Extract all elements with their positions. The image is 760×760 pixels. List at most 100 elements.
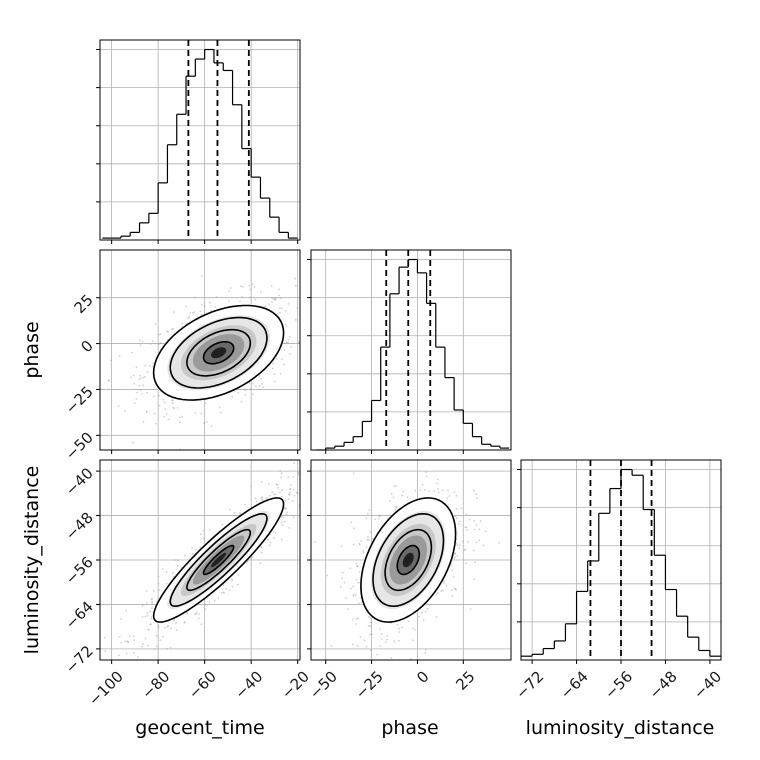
panel-phase-vs-luminosity-distance-point-508: [436, 478, 439, 481]
panel-geocent-time-vs-luminosity-distance-point-257: [277, 486, 280, 489]
hist-luminosity-distance-xtick-label-2: −56: [601, 668, 636, 703]
panel-geocent-time-vs-luminosity-distance-point-598: [186, 613, 189, 615]
panel-phase-vs-luminosity-distance-point-547: [393, 640, 396, 643]
panel-geocent-time-vs-phase-point-289: [181, 415, 184, 418]
panel-phase-vs-luminosity-distance-point-613: [397, 627, 400, 630]
panel-phase-vs-luminosity-distance-point-186: [423, 489, 426, 491]
panel-phase-vs-luminosity-distance-point-416: [352, 618, 354, 621]
hist-phase-bg: [311, 250, 511, 450]
panel-geocent-time-vs-luminosity-distance-point-131: [152, 589, 155, 592]
panel-geocent-time-vs-phase-point-186: [283, 363, 285, 366]
panel-geocent-time-vs-luminosity-distance-point-195: [208, 601, 211, 604]
panel-phase-vs-luminosity-distance-point-474: [419, 489, 422, 492]
panel-geocent-time-vs-phase-point-14: [264, 305, 267, 308]
panel-geocent-time-vs-phase-point-561: [240, 400, 243, 403]
panel-geocent-time-vs-phase-point-244: [108, 379, 111, 382]
panel-phase-vs-luminosity-distance-point-850: [428, 490, 431, 493]
panel-geocent-time-vs-luminosity-distance-point-381: [279, 469, 282, 472]
panel-phase-vs-luminosity-distance-point-552: [473, 578, 476, 581]
panel-geocent-time-vs-phase-point-413: [271, 296, 273, 299]
panel-phase-vs-luminosity-distance-point-450: [345, 597, 347, 600]
panel-phase-vs-luminosity-distance-point-745: [465, 513, 468, 516]
hist-luminosity-distance-xtick-label-0: −72: [512, 668, 547, 703]
panel-geocent-time-vs-phase-point-455: [158, 394, 160, 397]
panel-phase-vs-luminosity-distance-point-394: [454, 588, 457, 591]
panel-geocent-time-vs-luminosity-distance-point-659: [146, 628, 149, 631]
panel-geocent-time-vs-phase-point-528: [130, 376, 132, 379]
panel-phase-vs-luminosity-distance-point-154: [356, 645, 359, 648]
panel-geocent-time-vs-phase-ytick-label-2: 0: [77, 337, 96, 356]
panel-geocent-time-vs-phase-point-598: [138, 384, 141, 387]
panel-geocent-time-vs-luminosity-distance-point-356: [272, 493, 275, 496]
panel-phase-vs-luminosity-distance-point-324: [411, 639, 414, 642]
panel-geocent-time-vs-phase-point-820: [248, 382, 251, 384]
panel-geocent-time-vs-phase-point-43: [279, 297, 282, 300]
panel-geocent-time-vs-phase-point-185: [303, 336, 305, 338]
panel-geocent-time-vs-phase-point-520: [260, 377, 262, 380]
panel-geocent-time-vs-luminosity-distance-point-525: [157, 582, 160, 585]
x-axis-label-phase: phase: [381, 717, 438, 739]
panel-geocent-time-vs-luminosity-distance-point-425: [285, 511, 288, 514]
panel-phase-vs-luminosity-distance-point-619: [355, 562, 358, 565]
panel-geocent-time-vs-phase-point-111: [159, 342, 162, 345]
panel-geocent-time-vs-luminosity-distance-point-331: [172, 620, 175, 622]
panel-geocent-time-vs-luminosity-distance-point-716: [126, 640, 129, 643]
panel-phase-vs-luminosity-distance-point-767: [367, 624, 370, 627]
panel-phase-vs-luminosity-distance-contour-2: [384, 528, 433, 592]
panel-phase-vs-luminosity-distance-point-882: [381, 638, 383, 640]
panel-geocent-time-vs-luminosity-distance-point-226: [151, 597, 154, 600]
panel-geocent-time-vs-phase-point-263: [159, 333, 162, 335]
panel-geocent-time-vs-luminosity-distance-point-739: [141, 645, 144, 648]
panel-phase-vs-luminosity-distance-point-205: [358, 543, 361, 546]
panel-phase-vs-luminosity-distance-point-784: [475, 523, 478, 526]
panel-geocent-time-vs-phase-ytick-label-3: 25: [71, 291, 97, 317]
y-axis-label-phase: phase: [21, 321, 43, 378]
panel-geocent-time-vs-luminosity-distance-xtick-label-1: −80: [138, 668, 173, 703]
panel-geocent-time-vs-phase-point-461: [176, 406, 179, 409]
panel-geocent-time-vs-phase-point-285: [203, 422, 205, 424]
panel-geocent-time-vs-luminosity-distance-point-772: [148, 628, 150, 631]
panel-phase-vs-luminosity-distance-density-5: [402, 552, 414, 568]
panel-geocent-time-vs-luminosity-distance-point-456: [132, 635, 135, 637]
panel-phase-vs-luminosity-distance-point-176: [380, 633, 383, 635]
panel-geocent-time-vs-luminosity-distance-point-302: [273, 537, 275, 539]
panel-geocent-time-vs-phase-point-796: [302, 301, 304, 303]
panel-geocent-time-vs-luminosity-distance-point-229: [208, 528, 211, 531]
panel-geocent-time-vs-phase-point-295: [243, 388, 246, 391]
panel-phase-vs-luminosity-distance-point-551: [473, 520, 476, 522]
panel-geocent-time-vs-luminosity-distance-point-645: [144, 637, 147, 640]
panel-geocent-time-vs-luminosity-distance-point-462: [295, 491, 298, 494]
panel-geocent-time-vs-luminosity-distance-point-788: [198, 613, 201, 615]
panel-geocent-time-vs-phase-point-839: [135, 366, 138, 369]
panel-geocent-time-vs-luminosity-distance-point-579: [121, 666, 123, 668]
panel-phase-vs-luminosity-distance-point-398: [498, 541, 501, 544]
panel-phase-vs-luminosity-distance-point-842: [355, 618, 358, 620]
panel-phase-vs-luminosity-distance-point-576: [369, 616, 372, 619]
panel-phase-vs-luminosity-distance-point-824: [341, 577, 344, 579]
panel-geocent-time-vs-phase-point-379: [252, 382, 255, 385]
panel-phase-vs-luminosity-distance-point-89: [386, 638, 389, 641]
panel-geocent-time-vs-phase-point-841: [141, 340, 144, 343]
panel-phase-vs-luminosity-distance-contour-1: [372, 512, 445, 608]
panel-geocent-time-vs-phase-point-25: [203, 305, 206, 308]
panel-phase-vs-luminosity-distance-point-682: [392, 496, 395, 499]
panel-phase-vs-luminosity-distance-point-532: [424, 471, 427, 473]
panel-geocent-time-vs-phase-point-414: [273, 373, 276, 375]
panel-geocent-time-vs-phase-point-482: [133, 382, 136, 385]
panel-geocent-time-vs-phase-point-690: [278, 307, 281, 310]
panel-phase-vs-luminosity-distance-point-45: [379, 645, 382, 647]
panel-geocent-time-vs-luminosity-distance-point-632: [278, 491, 281, 494]
panel-geocent-time-vs-phase-contour-3: [202, 341, 235, 365]
panel-geocent-time-vs-phase-ytick-label-1: −25: [62, 383, 97, 418]
panel-geocent-time-vs-phase-point-635: [153, 395, 155, 398]
panel-geocent-time-vs-phase-point-669: [172, 406, 174, 409]
panel-geocent-time-vs-luminosity-distance-point-68: [222, 584, 225, 587]
panel-geocent-time-vs-luminosity-distance-point-856: [228, 589, 231, 592]
panel-geocent-time-vs-phase-point-20: [261, 382, 263, 385]
panel-geocent-time-vs-luminosity-distance-point-19: [133, 652, 135, 654]
panel-geocent-time-vs-phase-point-122: [131, 351, 133, 354]
panel-phase-vs-luminosity-distance-point-454: [360, 540, 362, 542]
panel-geocent-time-vs-luminosity-distance-point-664: [271, 491, 274, 494]
panel-phase-vs-luminosity-distance-point-858: [401, 494, 404, 497]
panel-phase-vs-luminosity-distance-point-173: [330, 645, 333, 647]
